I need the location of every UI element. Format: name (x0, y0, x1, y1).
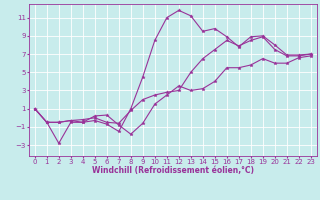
X-axis label: Windchill (Refroidissement éolien,°C): Windchill (Refroidissement éolien,°C) (92, 166, 254, 175)
